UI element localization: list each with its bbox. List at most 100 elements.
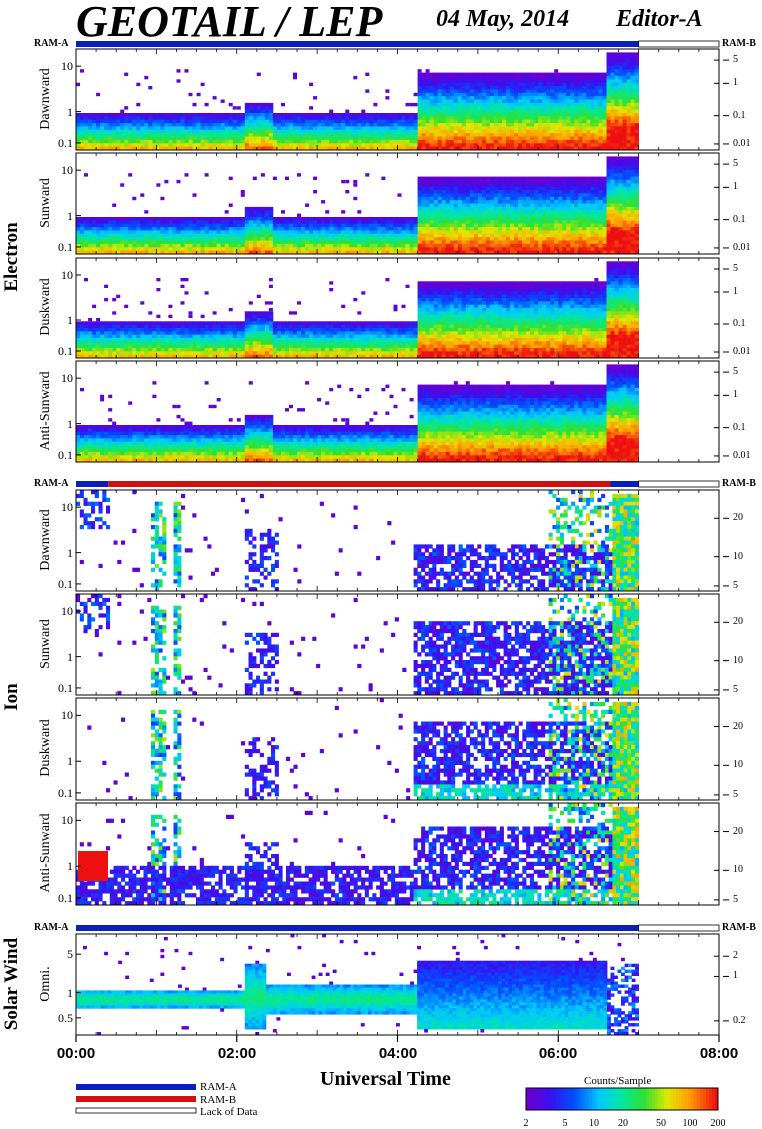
spectrogram-cell (249, 244, 253, 248)
spectrogram-cell (124, 143, 128, 147)
spectrogram-cell (446, 110, 450, 114)
spectrogram-cell (181, 130, 185, 134)
spectrogram-cell (603, 130, 607, 134)
spectrogram-cell (241, 237, 245, 241)
spectrogram-cell (394, 137, 398, 141)
spectrogram-cell (313, 217, 317, 221)
spectrogram-cell (325, 113, 329, 117)
spectrogram-cell (631, 143, 635, 147)
spectrogram-cell (619, 214, 623, 218)
spectrogram-cell (442, 190, 446, 194)
spectrogram-cell (631, 137, 635, 141)
spectrogram-cell (526, 197, 530, 201)
spectrogram-cell (458, 123, 462, 127)
spectrogram-cell (132, 335, 136, 339)
spectrogram-cell (209, 241, 213, 245)
spectrogram-cell (293, 123, 297, 127)
spectrogram-cell (458, 79, 462, 83)
spectrogram-cell (257, 103, 261, 107)
spectrogram-cell (434, 73, 438, 77)
spectrogram-cell (478, 103, 482, 107)
spectrogram-cell (325, 123, 329, 127)
spectrogram-cell (623, 163, 627, 167)
spectrogram-cell (241, 230, 245, 234)
spectrogram-cell (209, 217, 213, 221)
spectrogram-cell (615, 160, 619, 164)
spectrogram-cell (530, 83, 534, 87)
spectrogram-cell (514, 230, 518, 234)
spectrogram-cell (466, 126, 470, 130)
spectrogram-cell (594, 116, 598, 120)
spectrogram-cell (466, 89, 470, 93)
spectrogram-cell (611, 244, 615, 248)
spectrogram-cell (502, 227, 506, 231)
spectrogram-cell (446, 187, 450, 191)
spectrogram-cell (454, 113, 458, 117)
spectrogram-cell (84, 345, 88, 349)
spectrogram-cell (635, 79, 639, 83)
spectrogram-cell (582, 190, 586, 194)
spectrogram-cell (570, 93, 574, 97)
spectrogram-cell (611, 100, 615, 104)
spectrogram-cell (446, 86, 450, 90)
spectrogram-cell (502, 137, 506, 141)
spectrogram-cell (434, 197, 438, 201)
spectrogram-cell (603, 180, 607, 184)
spectrogram-cell (490, 214, 494, 218)
spectrogram-cell (164, 113, 168, 117)
spectrogram-cell (177, 69, 181, 72)
spectrogram-cell (542, 100, 546, 104)
spectrogram-cell (458, 100, 462, 104)
spectrogram-cell (530, 207, 534, 211)
spectrogram-cell (554, 207, 558, 211)
spectrogram-cell (406, 133, 410, 137)
spectrogram-cell (619, 247, 623, 251)
spectrogram-cell (385, 244, 389, 248)
spectrogram-cell (530, 234, 534, 238)
spectrogram-cell (514, 137, 518, 141)
spectrogram-cell (313, 130, 317, 134)
spectrogram-cell (221, 137, 225, 141)
spectrogram-cell (181, 116, 185, 120)
spectrogram-cell (112, 335, 116, 339)
spectrogram-cell (518, 86, 522, 90)
spectrogram-cell (562, 137, 566, 141)
spectrogram-cell (574, 247, 578, 251)
spectrogram-cell (619, 83, 623, 87)
spectrogram-cell (385, 230, 389, 234)
spectrogram-cell (365, 73, 369, 76)
spectrogram-cell (615, 137, 619, 141)
spectrogram-cell (619, 241, 623, 245)
spectrogram-cell (594, 180, 598, 184)
spectrogram-cell (603, 214, 607, 218)
spectrogram-cell (426, 73, 430, 77)
spectrogram-cell (530, 200, 534, 204)
spectrogram-cell (615, 120, 619, 124)
spectrogram-cell (542, 86, 546, 90)
spectrogram-cell (550, 177, 554, 181)
spectrogram-cell (635, 227, 639, 231)
spectrogram-cell (538, 96, 542, 100)
spectrogram-cell (410, 103, 414, 106)
spectrogram-cell (229, 224, 233, 228)
spectrogram-cell (590, 224, 594, 228)
spectrogram-cell (615, 123, 619, 127)
spectrogram-cell (426, 183, 430, 187)
spectrogram-cell (426, 133, 430, 137)
spectrogram-cell (140, 217, 144, 221)
spectrogram-cell (80, 341, 84, 345)
spectrogram-cell (193, 220, 197, 224)
spectrogram-cell (353, 113, 357, 117)
spectrogram-cell (570, 193, 574, 197)
spectrogram-cell (305, 244, 309, 248)
spectrogram-cell (402, 143, 406, 147)
spectrogram-cell (578, 200, 582, 204)
spectrogram-cell (598, 143, 602, 147)
spectrogram-cell (607, 137, 611, 141)
spectrogram-cell (189, 247, 193, 251)
spectrogram-cell (172, 126, 176, 130)
spectrogram-cell (309, 247, 313, 251)
spectrogram-cell (462, 207, 466, 211)
spectrogram-cell (229, 130, 233, 134)
spectrogram-cell (414, 217, 418, 221)
